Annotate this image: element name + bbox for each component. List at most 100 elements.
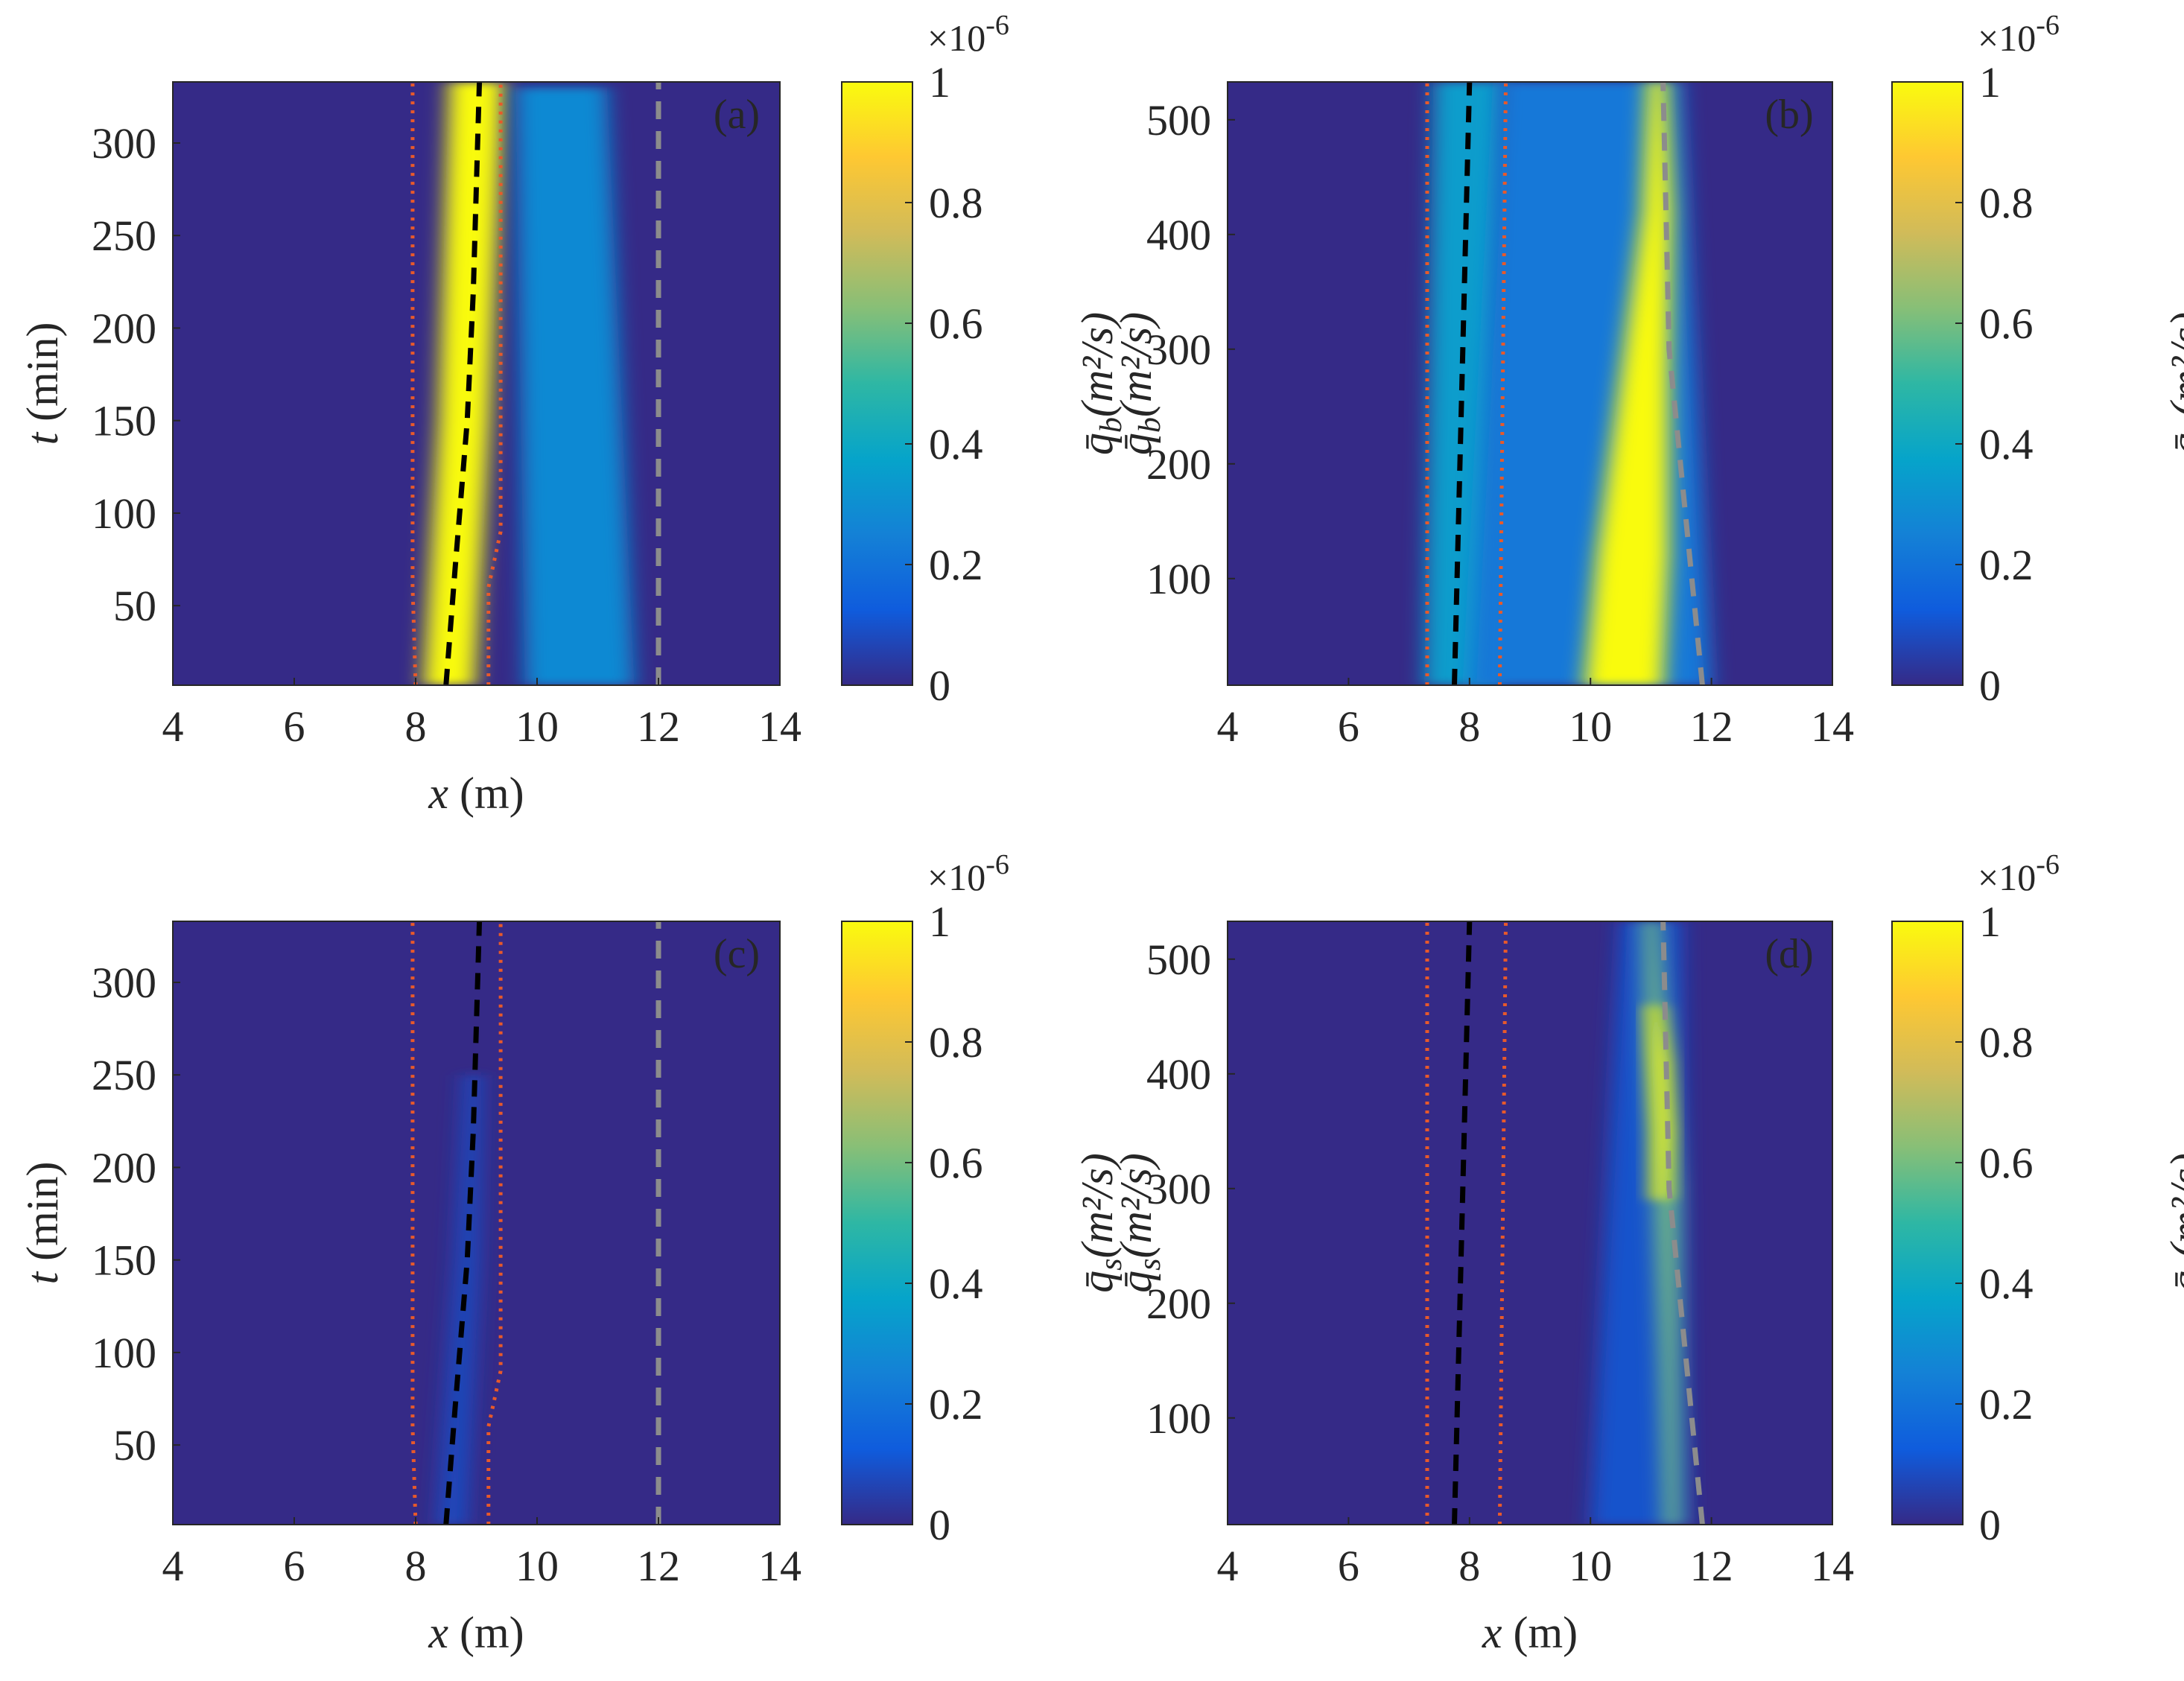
heatmap-blob-2 (1584, 82, 1672, 685)
x-axis-label-unit: (m) (1502, 1608, 1578, 1657)
y-axis-label-units: (m²/s) (1073, 312, 1122, 417)
colorbar-tick-label: 0.8 (1979, 179, 2034, 227)
y-tick-label: 300 (1146, 1165, 1211, 1213)
y-tick-label: 100 (92, 1329, 156, 1377)
y-axis-label-var: t (18, 1271, 67, 1284)
heatmap-background (1228, 921, 1832, 1525)
colorbar-tick-label: 0.6 (1979, 299, 2034, 348)
colorbar-label: q̄b(m²/s) (2162, 312, 2184, 455)
colorbar-tick-label: 0 (1979, 1501, 2001, 1549)
x-tick-label: 4 (162, 1542, 184, 1590)
line-upper (1497, 82, 1508, 685)
y-axis-label-text: q̄s(m²/s) (1073, 1153, 1128, 1293)
panel-label: (a) (714, 92, 760, 138)
x-axis-label-text: x (m) (428, 769, 524, 818)
x-tick-label: 14 (758, 702, 801, 751)
y-axis-label-unit: (min) (18, 1162, 67, 1272)
colorbar-tick-label: 0.6 (929, 1139, 983, 1187)
colorbar-frame (841, 921, 913, 1525)
x-tick-label: 10 (1569, 702, 1612, 751)
x-tick-label: 6 (284, 1542, 305, 1590)
y-axis-label-subscript: s (1094, 1258, 1128, 1270)
colorbar-tick-label: 0.2 (929, 541, 983, 589)
colorbar-tick-label: 0.2 (1979, 541, 2034, 589)
colorbar-tick-label: 0.6 (929, 299, 983, 348)
colorbar: 00.20.40.60.81×10-6q̄s(m²/s) (1891, 849, 2184, 1549)
y-axis-label-symbol: q̄ (1073, 1271, 1122, 1293)
colorbar-tick-label: 0.2 (1979, 1380, 2034, 1429)
colorbar-frame (1891, 81, 1964, 686)
y-axis-label: t (min) (18, 322, 67, 445)
heatmap-field (410, 921, 661, 1525)
colorbar-tick-label: 0 (929, 661, 950, 710)
x-axis-label: x (m) (428, 1608, 524, 1657)
y-axis-label: q̄b(m²/s) (1073, 312, 1128, 455)
line-upper (1497, 921, 1508, 1525)
x-tick-label: 4 (1217, 1542, 1239, 1590)
y-tick-label: 200 (1146, 1280, 1211, 1328)
colorbar-exponent-power: -6 (2036, 10, 2060, 41)
colorbar-label-units: (m²/s) (2162, 312, 2184, 417)
x-tick-label: 14 (1811, 702, 1854, 751)
x-tick-label: 8 (1458, 702, 1480, 751)
x-tick-label: 6 (1338, 702, 1359, 751)
heatmap-blob-1 (515, 87, 635, 685)
y-tick-label: 300 (92, 119, 156, 168)
colorbar: 00.20.40.60.81×10-6q̄b(m²/s) (841, 10, 1167, 710)
x-axis-label-text: x (m) (1482, 1608, 1578, 1657)
axes-frame (1227, 921, 1833, 1525)
colorbar-tick-label: 0.8 (929, 1018, 983, 1067)
colorbar-fill (842, 921, 912, 1525)
line-lower (410, 82, 418, 685)
x-tick-label: 8 (405, 702, 427, 751)
colorbar-fill (1892, 921, 1963, 1525)
heatmap-field (1425, 921, 1705, 1525)
y-axis-label-units: (m²/s) (1073, 1153, 1122, 1258)
x-axis-label-unit: (m) (448, 769, 524, 818)
x-axis-label-text: x (m) (428, 1608, 524, 1657)
y-tick-label: 50 (113, 582, 156, 630)
colorbar-tick-label: 1 (929, 58, 950, 107)
y-axis-label-text: t (min) (18, 322, 67, 445)
colorbar-label-symbol: q̄ (1111, 433, 1161, 455)
panel-label: (c) (714, 931, 760, 977)
axes-frame (172, 921, 781, 1525)
colorbar-tick-label: 0.4 (1979, 1259, 2034, 1308)
y-tick-label: 50 (113, 1421, 156, 1469)
heatmap-blob-1 (1469, 82, 1712, 685)
y-tick-label: 300 (1146, 325, 1211, 374)
colorbar-tick-label: 0.8 (1979, 1018, 2034, 1067)
colorbar-exponent: ×10-6 (927, 10, 1009, 59)
colorbar-label: q̄b(m²/s) (1111, 312, 1167, 455)
y-axis-label-var: t (18, 431, 67, 445)
y-tick-label: 250 (92, 212, 156, 260)
x-tick-label: 8 (1458, 1542, 1480, 1590)
line-shore (1660, 82, 1705, 685)
y-tick-label: 100 (1146, 1394, 1211, 1443)
heatmap-blob-0 (437, 1075, 483, 1525)
axes-frame (1227, 81, 1833, 686)
y-tick-label: 200 (1146, 440, 1211, 489)
colorbar-label-text: q̄b(m²/s) (2162, 312, 2184, 455)
axes-frame (172, 81, 781, 686)
x-tick-label: 12 (1690, 702, 1733, 751)
colorbar-tick-label: 0.2 (929, 1380, 983, 1429)
x-axis-label-var: x (1482, 1608, 1502, 1657)
colorbar-label-text: q̄b(m²/s) (1111, 312, 1167, 455)
y-tick-label: 500 (1146, 935, 1211, 984)
colorbar-exponent: ×10-6 (1978, 849, 2060, 898)
y-tick-label: 250 (92, 1051, 156, 1099)
panel-label: (d) (1765, 931, 1813, 977)
colorbar-label-units: (m²/s) (1111, 312, 1161, 417)
colorbar-tick-label: 0.4 (1979, 420, 2034, 468)
x-tick-label: 8 (405, 1542, 427, 1590)
heatmap-field (1423, 82, 1712, 685)
colorbar-label-symbol: q̄ (2162, 1271, 2184, 1293)
colorbar-exponent-base: ×10 (927, 17, 985, 59)
colorbar: 00.20.40.60.81×10-6q̄s(m²/s) (841, 849, 1167, 1549)
colorbar-exponent-base: ×10 (927, 857, 985, 898)
x-tick-label: 6 (284, 702, 305, 751)
y-axis-label-text: q̄b(m²/s) (1073, 312, 1128, 455)
